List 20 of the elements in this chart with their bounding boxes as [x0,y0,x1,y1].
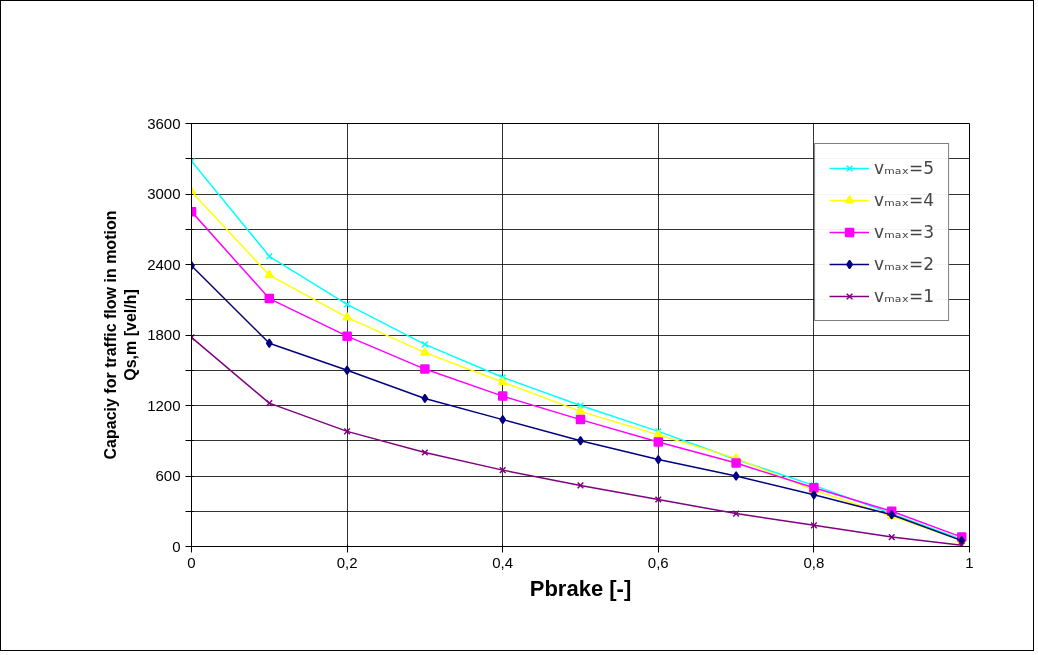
legend-label: vₘₐₓ=3 [874,222,934,242]
legend-label: vₘₐₓ=4 [874,190,934,210]
y-tick-label: 0 [172,537,181,555]
x-tick-label: 0,2 [336,553,358,571]
y-axis-title: Capaciy for traffic flow in motion Qs,m [vel/h] [101,210,140,460]
x-tick-label: 0,6 [647,553,669,571]
y-tick-label: 1200 [147,396,181,414]
x-axis-title: Pbrake [-] [529,575,632,601]
legend-label: vₘₐₓ=5 [874,158,934,178]
x-tick-label: 0,4 [492,553,514,571]
x-tick-label: 1 [965,553,974,571]
y-tick-label: 1800 [147,326,181,343]
legend-label: vₘₐₓ=1 [874,286,934,306]
legend-label: vₘₐₓ=2 [874,254,934,274]
y-tick-label: 600 [155,467,181,484]
y-tick-label: 3000 [147,185,181,202]
x-tick-label: 0 [187,553,196,571]
x-tick-label: 0,8 [803,553,825,571]
y-tick-label: 2400 [147,255,181,273]
y-tick-label: 3600 [147,114,181,132]
